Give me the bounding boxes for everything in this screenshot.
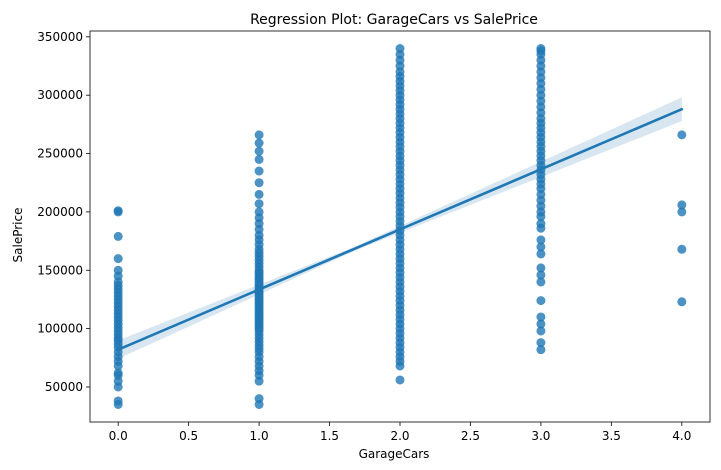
data-point [254,189,264,199]
data-point [113,396,123,406]
data-point [254,138,264,148]
data-marks [113,44,687,409]
data-point [395,375,405,385]
x-tick-label: 0.0 [109,429,128,443]
y-tick-label: 150000 [37,263,83,277]
data-point [254,146,264,156]
data-point [536,219,546,229]
data-point [113,231,123,241]
data-point [536,277,546,287]
data-point [677,244,687,254]
data-point [677,207,687,217]
data-point [677,130,687,140]
data-point [536,235,546,245]
data-point [254,207,264,217]
data-point [113,254,123,264]
x-tick-label: 3.5 [602,429,621,443]
x-tick-label: 1.0 [250,429,269,443]
data-point [254,178,264,188]
data-point [254,154,264,164]
data-point [113,206,123,216]
data-point [536,296,546,306]
data-point [536,326,546,336]
x-tick-label: 1.5 [320,429,339,443]
data-point [254,394,264,404]
x-tick-label: 0.5 [179,429,198,443]
y-tick-label: 100000 [37,322,83,336]
data-point [536,242,546,252]
chart-title: Regression Plot: GarageCars vs SalePrice [250,12,538,28]
data-point [536,263,546,273]
x-axis-label: GarageCars [359,447,430,461]
data-point [536,345,546,355]
data-point [254,166,264,176]
data-point [536,319,546,329]
y-axis-label: SalePrice [11,208,25,263]
x-tick-label: 2.5 [461,429,480,443]
y-tick-label: 300000 [37,88,83,102]
data-point [113,265,123,275]
data-point [254,130,264,140]
y-tick-label: 350000 [37,30,83,44]
data-point [113,368,123,378]
x-tick-label: 2.0 [390,429,409,443]
data-point [536,270,546,280]
axes: 0.0 0.5 1.0 1.5 2.0 2.5 3.0 3.5 4.0 50000 100000 15… [37,30,711,443]
data-point [536,338,546,348]
y-tick-label: 50000 [45,380,83,394]
x-tick-label: 4.0 [672,429,691,443]
x-tick-label: 3.0 [531,429,550,443]
data-point [395,44,405,54]
data-point [254,199,264,209]
data-point [677,200,687,210]
y-tick-label: 200000 [37,205,83,219]
y-tick-label: 250000 [37,147,83,161]
data-point [536,44,546,54]
data-point [536,249,546,259]
data-point [536,312,546,322]
data-point [677,297,687,307]
regression-line [116,107,684,351]
